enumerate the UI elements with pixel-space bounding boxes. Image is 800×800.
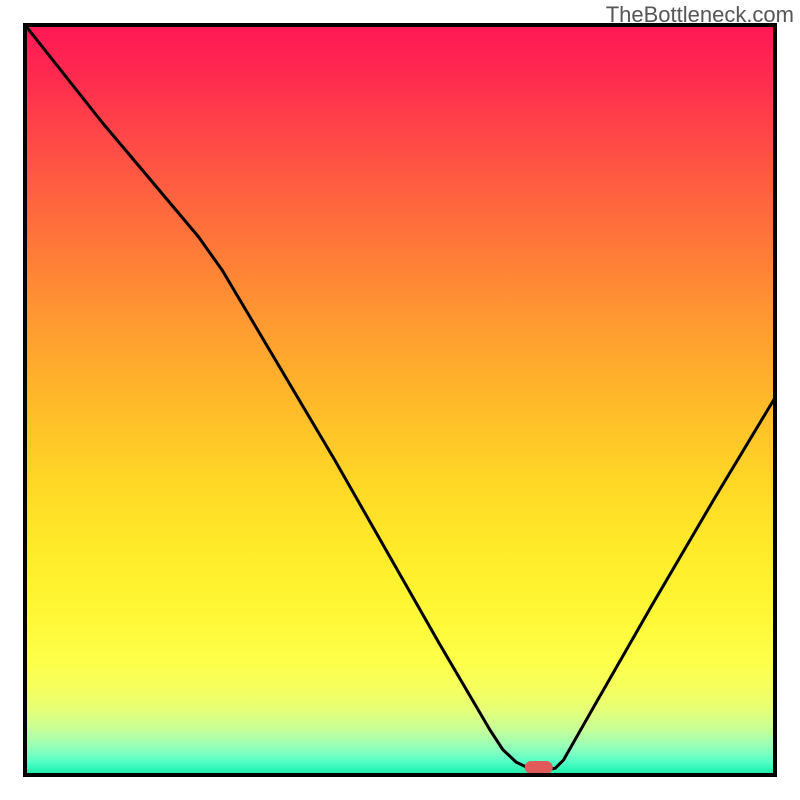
bottleneck-chart: TheBottleneck.com [0, 0, 800, 800]
gradient-background [25, 25, 775, 775]
optimum-marker [525, 761, 553, 774]
chart-svg [0, 0, 800, 800]
watermark-text: TheBottleneck.com [606, 2, 794, 28]
